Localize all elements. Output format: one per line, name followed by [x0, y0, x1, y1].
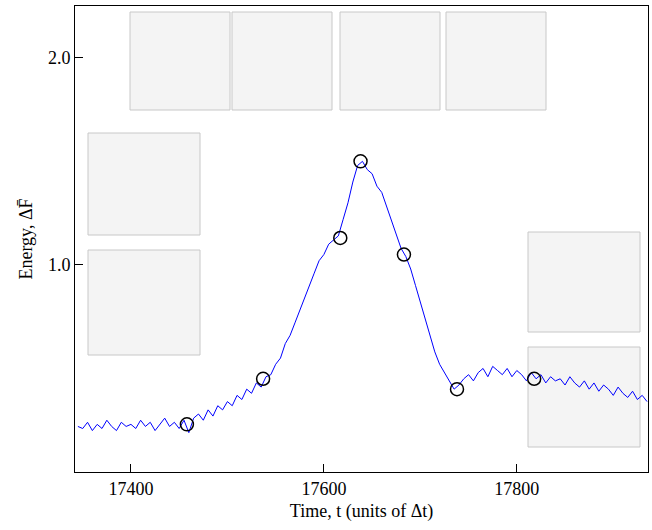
svg-text:17800: 17800: [494, 479, 539, 499]
svg-text:1.0: 1.0: [48, 255, 71, 275]
svg-text:2.0: 2.0: [48, 48, 71, 68]
svg-text:Energy, ΔF̄: Energy, ΔF̄: [16, 198, 36, 279]
svg-text:17600: 17600: [301, 479, 346, 499]
svg-text:17400: 17400: [108, 479, 153, 499]
svg-text:Time, t (units of Δt): Time, t (units of Δt): [290, 501, 433, 522]
